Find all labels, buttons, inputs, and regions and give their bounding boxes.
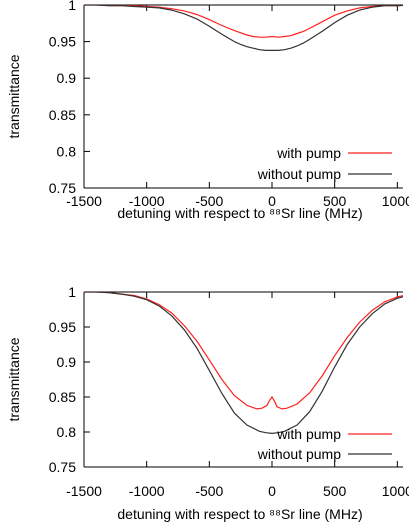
x-tick-label: 1000	[382, 483, 409, 499]
legend-label-without-pump: without pump	[257, 166, 341, 182]
y-tick-label: 0.8	[57, 143, 77, 159]
x-tick-label: 0	[268, 193, 276, 209]
y-tick-label: 0.85	[49, 389, 76, 405]
x-tick-label: 0	[268, 483, 276, 499]
y-axis-label: transmittance	[6, 337, 22, 421]
y-tick-label: 0.95	[49, 319, 76, 335]
y-tick-label: 1	[68, 284, 76, 300]
series-line-without-pump	[84, 292, 403, 435]
legend-label-with-pump: with pump	[276, 426, 341, 442]
legend-label-with-pump: with pump	[276, 145, 341, 161]
chart-panel-b: 1 0.95 0.9 0.85 0.8 0.75 -1500 -1000 -500 0 500 100…	[6, 284, 409, 522]
x-tick-label: 1000	[382, 193, 409, 209]
x-tick-label: -1000	[129, 483, 165, 499]
x-tick-label: -500	[195, 483, 223, 499]
x-axis-label: detuning with respect to ⁸⁸Sr line (MHz)	[117, 205, 362, 221]
y-tick-label: 1	[68, 0, 76, 13]
y-tick-label: 0.95	[49, 34, 76, 50]
series-group	[84, 292, 403, 435]
y-tick-label: 0.9	[57, 354, 77, 370]
y-tick-label: 0.9	[57, 70, 77, 86]
chart-panel-a: 1 0.95 0.9 0.85 0.8 0.75-1500 -1000 -500 0 500 100…	[6, 0, 409, 221]
x-tick-label: 500	[323, 193, 347, 209]
y-tick-label: 0.8	[57, 424, 77, 440]
x-axis-label: detuning with respect to ⁸⁸Sr line (MHz)	[117, 506, 362, 522]
x-tick-label: -1500	[66, 483, 102, 499]
legend-label-without-pump: without pump	[257, 446, 341, 462]
series-group	[84, 5, 403, 52]
y-tick-label: 0.85	[49, 107, 76, 123]
y-axis-label: transmittance	[6, 54, 22, 138]
series-line-without-pump	[84, 5, 403, 52]
y-tick-label: 0.75	[49, 459, 76, 475]
y-tick-label: 0.75	[49, 180, 76, 196]
x-tick-label: 500	[323, 483, 347, 499]
series-line-with-pump	[84, 292, 403, 410]
x-tick-label: -500	[195, 193, 223, 209]
x-tick-label: -1500	[66, 193, 102, 209]
x-tick-label: -1000	[129, 193, 165, 209]
